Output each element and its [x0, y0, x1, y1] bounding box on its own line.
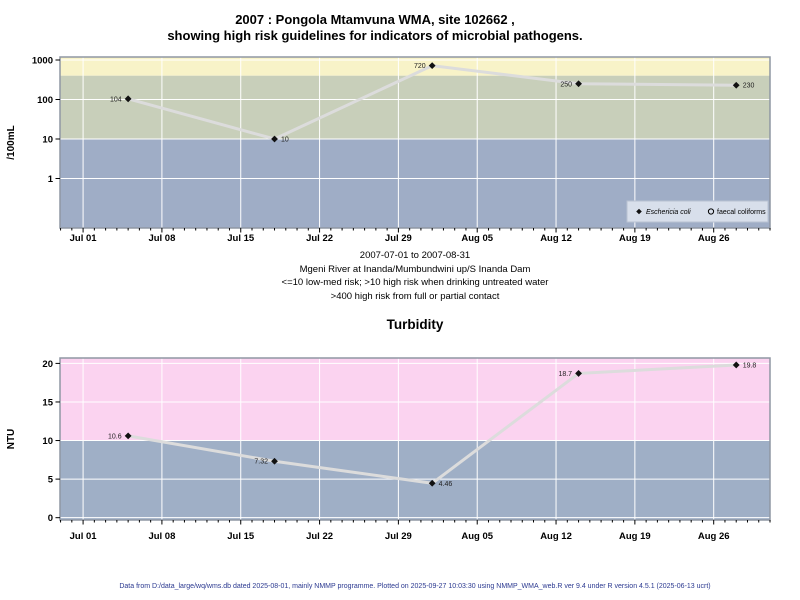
x-axis-ticks [60, 228, 771, 233]
y-axis: 1000 100 10 1 [32, 56, 60, 185]
svg-text:Aug 26: Aug 26 [698, 531, 730, 542]
figure-title: 2007 : Pongola Mtamvuna WMA, site 102662… [0, 12, 750, 44]
figure-title-line1: 2007 : Pongola Mtamvuna WMA, site 102662… [235, 12, 515, 27]
svg-text:10: 10 [281, 137, 289, 144]
svg-text:Jul 01: Jul 01 [70, 531, 98, 542]
caption-risk-guideline-2: >400 high risk from full or partial cont… [330, 290, 500, 302]
svg-text:18.7: 18.7 [558, 371, 572, 378]
svg-text:4.46: 4.46 [439, 481, 453, 488]
svg-text:Aug 05: Aug 05 [461, 233, 493, 244]
risk-bands [60, 57, 770, 228]
svg-text:10.6: 10.6 [108, 433, 122, 440]
svg-text:19.8: 19.8 [743, 362, 757, 369]
svg-text:1: 1 [48, 174, 54, 185]
svg-text:Jul 22: Jul 22 [306, 233, 333, 244]
svg-text:0: 0 [48, 513, 53, 524]
y-axis: 20 15 10 5 0 [42, 359, 60, 524]
gridlines [60, 57, 770, 228]
point-value-labels: 10.6 7.32 4.46 18.7 19.8 [108, 362, 756, 487]
turbidity-title: Turbidity [386, 317, 444, 332]
svg-text:Jul 29: Jul 29 [385, 233, 412, 244]
figure-title-line2: showing high risk guidelines for indicat… [167, 28, 583, 43]
y-axis-title: NTU [6, 429, 17, 450]
svg-text:Jul 22: Jul 22 [306, 531, 333, 542]
svg-text:1000: 1000 [32, 56, 53, 67]
x-axis-labels: Jul 01 Jul 08 Jul 15 Jul 22 Jul 29 Aug 05 Aug … [70, 233, 730, 244]
svg-text:720: 720 [414, 63, 426, 70]
svg-text:Jul 01: Jul 01 [70, 233, 98, 244]
plot-frame [59, 56, 771, 229]
svg-text:Aug 19: Aug 19 [619, 233, 651, 244]
legend-diamond-icon [636, 208, 642, 215]
svg-text:Aug 26: Aug 26 [698, 233, 730, 244]
caption-site-name: Mgeni River at Inanda/Mumbundwini up/S I… [299, 263, 531, 275]
caption-date-range: 2007-07-01 to 2007-08-31 [359, 250, 471, 261]
risk-bands [60, 358, 770, 520]
x-axis-ticks [60, 520, 771, 525]
svg-text:Jul 15: Jul 15 [227, 233, 255, 244]
svg-text:Jul 29: Jul 29 [385, 531, 412, 542]
svg-text:104: 104 [110, 96, 122, 103]
ecoli-chart: Jul 01 Jul 08 Jul 15 Jul 22 Jul 29 Aug 05 Aug … [6, 56, 771, 244]
svg-text:20: 20 [42, 359, 53, 370]
svg-text:Jul 15: Jul 15 [227, 531, 255, 542]
svg-text:100: 100 [37, 95, 53, 106]
y-axis-title: /100mL [6, 125, 17, 159]
legend-label-ecoli: Eschericia coli [646, 209, 691, 216]
svg-text:5: 5 [48, 475, 54, 486]
footer-text: Data from D:/data_large/wq/wms.db dated … [119, 583, 711, 590]
point-value-labels: 104 10 720 250 230 [110, 63, 755, 143]
gridlines [60, 358, 770, 520]
svg-text:Aug 05: Aug 05 [461, 531, 493, 542]
svg-text:Aug 12: Aug 12 [540, 233, 572, 244]
legend-label-faecal-coliforms: faecal coliforms [717, 209, 766, 216]
turbidity-chart: Jul 01 Jul 08 Jul 15 Jul 22 Jul 29 Aug 05 Aug … [6, 357, 771, 542]
svg-text:15: 15 [42, 397, 53, 408]
svg-text:10: 10 [42, 436, 53, 447]
svg-text:Jul 08: Jul 08 [148, 233, 175, 244]
legend: Eschericia coli faecal coliforms [626, 200, 769, 223]
svg-text:7.32: 7.32 [254, 459, 268, 466]
plot-frame [59, 357, 771, 521]
chart-caption: 2007-07-01 to 2007-08-31 Mgeni River at … [30, 249, 800, 303]
caption-risk-guideline-1: <=10 low-med risk; >10 high risk when dr… [281, 277, 549, 288]
legend-circle-icon [707, 208, 715, 215]
x-axis-labels: Jul 01 Jul 08 Jul 15 Jul 22 Jul 29 Aug 05 Aug … [70, 531, 730, 542]
svg-text:250: 250 [560, 81, 572, 88]
svg-text:Aug 12: Aug 12 [540, 531, 572, 542]
svg-text:Aug 19: Aug 19 [619, 531, 651, 542]
svg-text:10: 10 [42, 135, 53, 146]
svg-text:230: 230 [743, 83, 755, 90]
svg-text:Jul 08: Jul 08 [148, 531, 175, 542]
